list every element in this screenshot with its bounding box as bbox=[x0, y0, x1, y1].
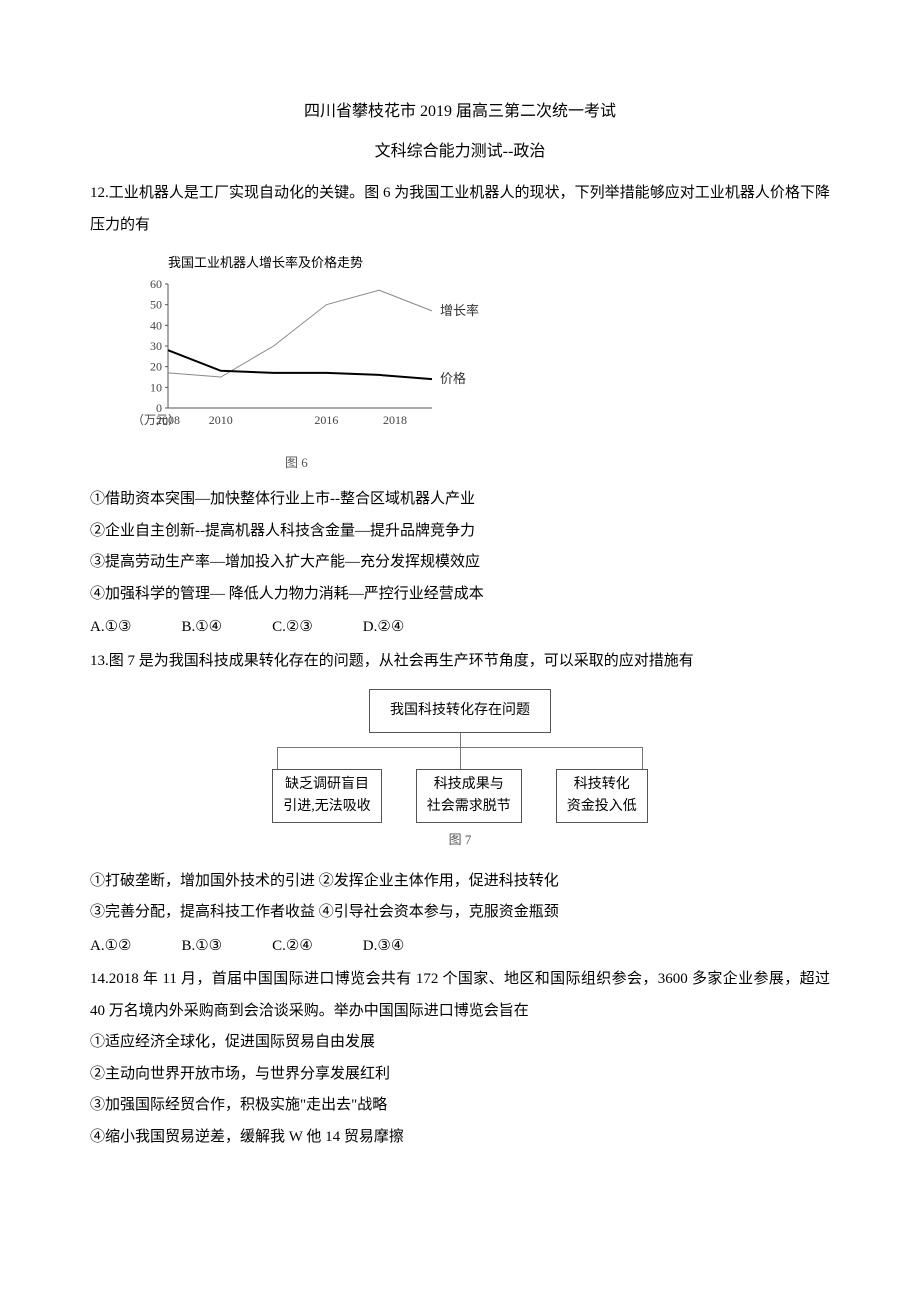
q13-choice-line-1: ①打破垄断，增加国外技术的引进 ②发挥企业主体作用，促进科技转化 bbox=[90, 866, 830, 898]
q12-chart: 我国工业机器人增长率及价格走势 010203040506020082010201… bbox=[130, 249, 830, 476]
q14-choice-4: ④缩小我国贸易逆差，缓解我 W 他 14 贸易摩擦 bbox=[90, 1122, 830, 1154]
figure-7-label: 图 7 bbox=[90, 826, 830, 853]
svg-text:价格: 价格 bbox=[440, 372, 466, 387]
q13-choice-line-2: ③完善分配，提高科技工作者收益 ④引导社会资本参与，克服资金瓶颈 bbox=[90, 897, 830, 929]
q12-option-d: D.②④ bbox=[363, 612, 404, 644]
doc-subtitle: 文科综合能力测试--政治 bbox=[90, 135, 830, 169]
line-chart-svg: 01020304050602008201020162018（万元）增长率价格 bbox=[130, 276, 490, 436]
q12-choice-3: ③提高劳动生产率—增加投入扩大产能—充分发挥规模效应 bbox=[90, 547, 830, 579]
svg-text:增长率: 增长率 bbox=[440, 303, 479, 318]
q12-choice-1: ①借助资本突围—加快整体行业上市--整合区域机器人产业 bbox=[90, 484, 830, 516]
svg-text:（万元）: （万元） bbox=[132, 413, 180, 427]
svg-text:60: 60 bbox=[150, 277, 162, 291]
q13-option-b: B.①③ bbox=[181, 931, 222, 963]
q14-choice-3: ③加强国际经贸合作，积极实施"走出去"战略 bbox=[90, 1090, 830, 1122]
q12-option-c: C.②③ bbox=[272, 612, 313, 644]
q13-option-c: C.②④ bbox=[272, 931, 313, 963]
q13-option-d: D.③④ bbox=[363, 931, 404, 963]
svg-text:2018: 2018 bbox=[383, 413, 407, 427]
figure-6-label: 图 6 bbox=[130, 449, 830, 476]
q14-choice-1: ①适应经济全球化，促进国际贸易自由发展 bbox=[90, 1027, 830, 1059]
diagram-child-2: 科技成果与社会需求脱节 bbox=[416, 769, 522, 824]
q13-options: A.①② B.①③ C.②④ D.③④ bbox=[90, 931, 830, 963]
doc-title: 四川省攀枝花市 2019 届高三第二次统一考试 bbox=[90, 95, 830, 129]
svg-text:2010: 2010 bbox=[209, 413, 233, 427]
q12-choice-2: ②企业自主创新--提高机器人科技含金量—提升品牌竞争力 bbox=[90, 516, 830, 548]
q12-choice-4: ④加强科学的管理— 降低人力物力消耗—严控行业经营成本 bbox=[90, 579, 830, 611]
svg-text:30: 30 bbox=[150, 339, 162, 353]
q13-diagram: 我国科技转化存在问题 缺乏调研盲目引进,无法吸收 科技成果与社会需求脱节 科技转… bbox=[90, 689, 830, 853]
diagram-root: 我国科技转化存在问题 bbox=[369, 689, 551, 732]
q12-options: A.①③ B.①④ C.②③ D.②④ bbox=[90, 612, 830, 644]
q13-option-a: A.①② bbox=[90, 931, 131, 963]
q12-stem: 12.工业机器人是工厂实现自动化的关键。图 6 为我国工业机器人的现状，下列举措… bbox=[90, 178, 830, 241]
diagram-child-3: 科技转化资金投入低 bbox=[556, 769, 648, 824]
diagram-child-1: 缺乏调研盲目引进,无法吸收 bbox=[272, 769, 382, 824]
svg-text:50: 50 bbox=[150, 298, 162, 312]
svg-text:40: 40 bbox=[150, 319, 162, 333]
svg-text:20: 20 bbox=[150, 360, 162, 374]
q14-choice-2: ②主动向世界开放市场，与世界分享发展红利 bbox=[90, 1059, 830, 1091]
svg-text:10: 10 bbox=[150, 381, 162, 395]
svg-text:2016: 2016 bbox=[314, 413, 338, 427]
q13-stem: 13.图 7 是为我国科技成果转化存在的问题，从社会再生产环节角度，可以采取的应… bbox=[90, 646, 830, 678]
q14-stem: 14.2018 年 11 月，首届中国国际进口博览会共有 172 个国家、地区和… bbox=[90, 964, 830, 1027]
q12-option-b: B.①④ bbox=[181, 612, 222, 644]
q12-chart-title: 我国工业机器人增长率及价格走势 bbox=[130, 249, 830, 276]
q12-option-a: A.①③ bbox=[90, 612, 131, 644]
